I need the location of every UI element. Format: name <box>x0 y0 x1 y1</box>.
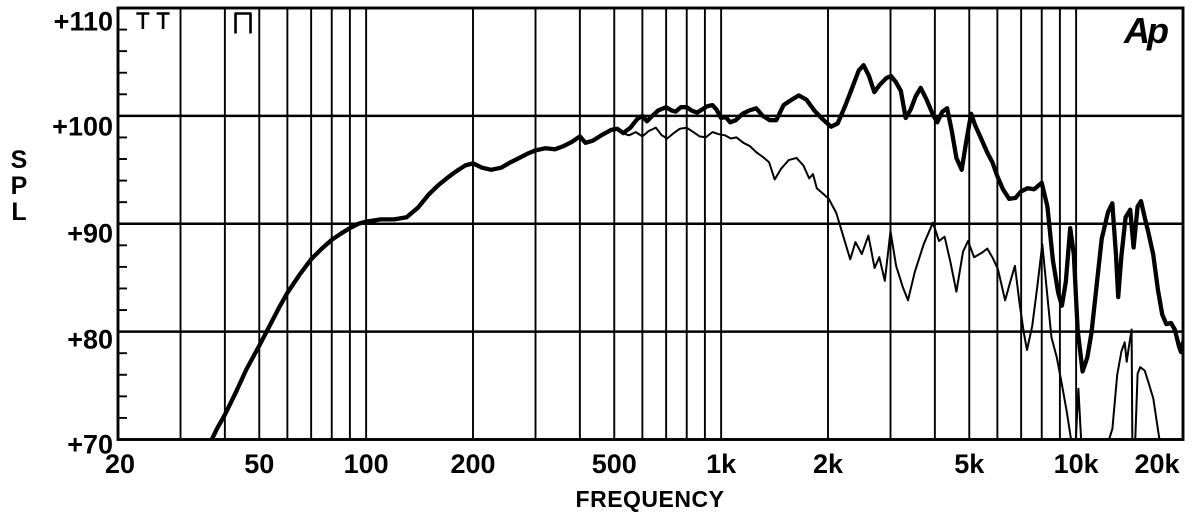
top-markers <box>136 12 252 34</box>
x-tick-label: 500 <box>591 449 637 479</box>
y-axis-title-letter: S <box>10 146 28 174</box>
y-axis-title-letter: P <box>10 172 28 200</box>
x-tick-label: 100 <box>343 449 389 479</box>
tee-marker-icon <box>136 12 150 29</box>
x-tick-label: 10k <box>1053 449 1099 479</box>
y-tick-label: +70 <box>67 429 113 459</box>
x-tick-label: 20k <box>1134 449 1180 479</box>
traces <box>209 63 1183 440</box>
grid-lines <box>118 8 1183 440</box>
trace-0 <box>209 63 1183 440</box>
x-tick-label: 20 <box>104 449 136 479</box>
pi-marker-icon <box>234 12 252 34</box>
x-tick-label: 5k <box>954 449 985 479</box>
y-tick-label: +100 <box>52 111 113 142</box>
tee-marker-icon <box>156 12 170 29</box>
x-tick-label: 50 <box>244 449 275 479</box>
ap-logo: Ap <box>1124 10 1169 51</box>
y-tick-label: +80 <box>67 324 113 355</box>
y-axis-title-letter: L <box>11 198 27 226</box>
x-tick-label: 2k <box>812 449 844 479</box>
x-axis-title: FREQUENCY <box>575 486 725 512</box>
x-tick-label: 1k <box>706 449 737 479</box>
plot-border <box>116 6 1185 441</box>
trace-1 <box>613 126 1161 440</box>
y-tick-label: +90 <box>67 218 113 249</box>
y-tick-label: +110 <box>53 6 113 37</box>
x-tick-label: 200 <box>450 449 496 479</box>
